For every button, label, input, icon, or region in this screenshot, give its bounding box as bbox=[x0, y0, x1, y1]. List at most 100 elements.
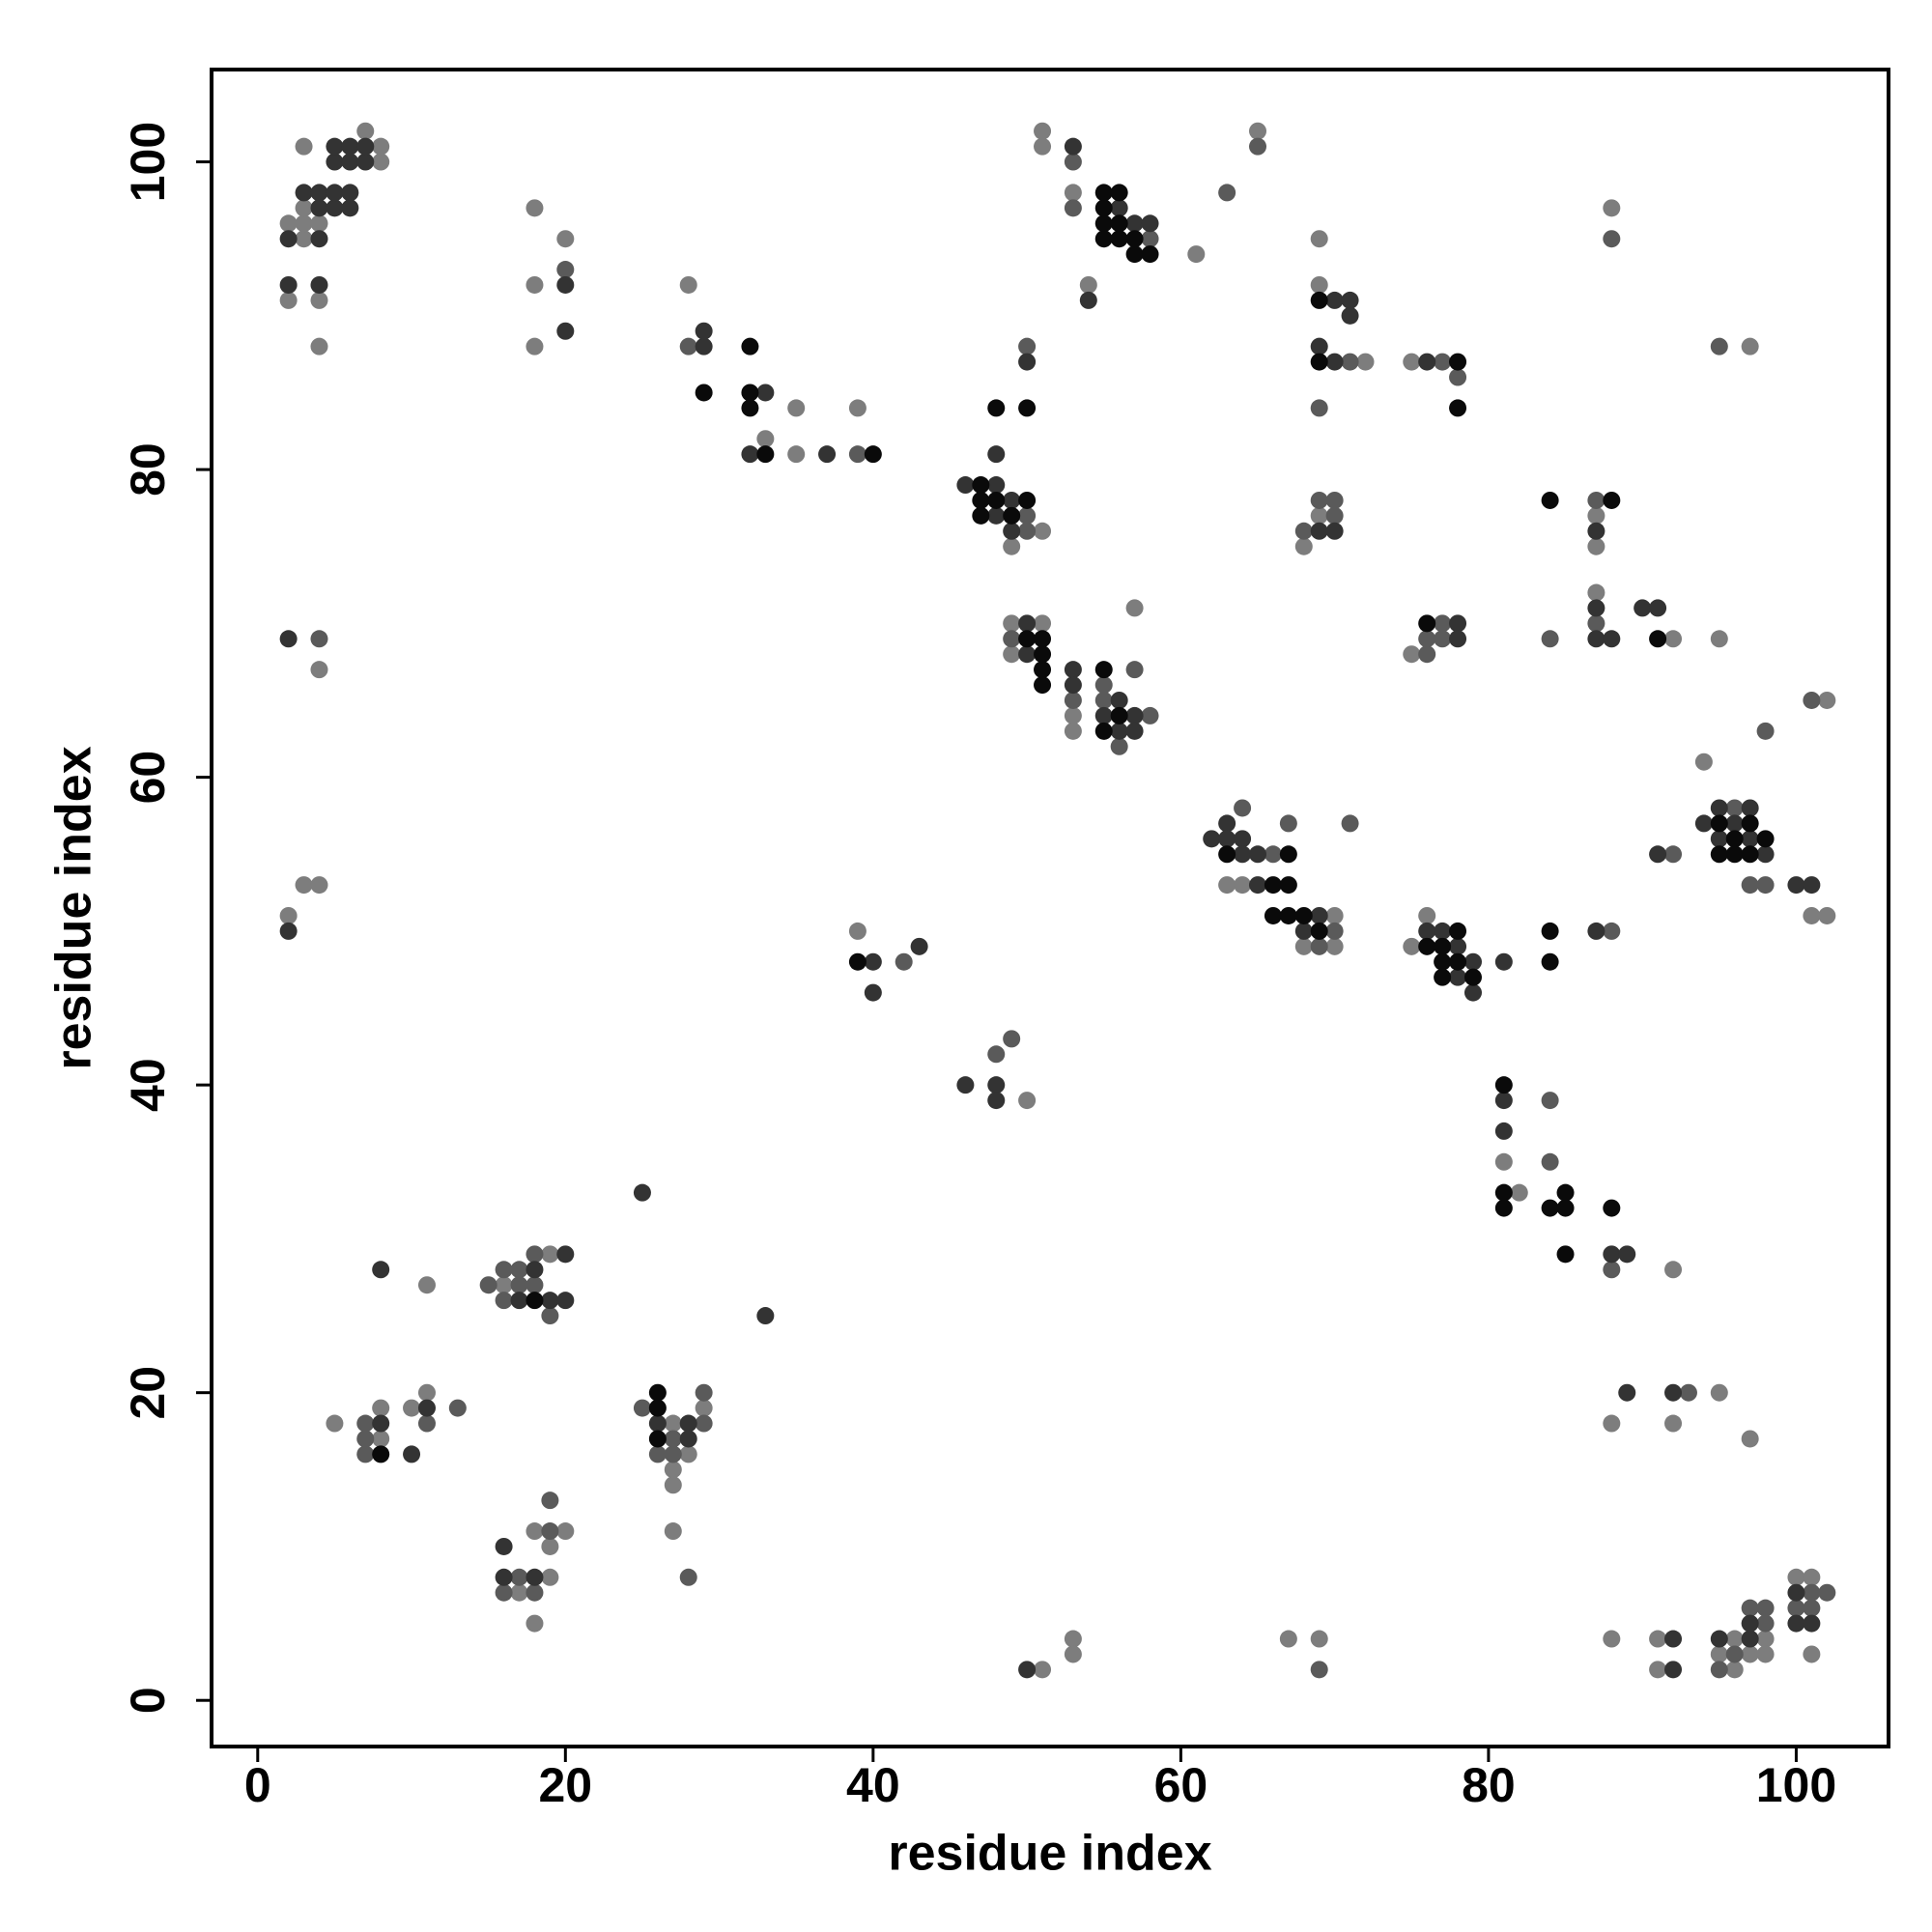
point bbox=[987, 1076, 1006, 1094]
point bbox=[695, 384, 713, 402]
point bbox=[1218, 845, 1236, 864]
point bbox=[495, 1583, 513, 1602]
point bbox=[541, 1492, 559, 1510]
point bbox=[987, 399, 1006, 417]
point bbox=[1218, 876, 1236, 895]
point bbox=[1110, 737, 1128, 755]
point bbox=[1064, 137, 1082, 156]
point bbox=[1541, 922, 1559, 940]
point bbox=[1649, 1661, 1667, 1679]
point bbox=[372, 1430, 390, 1448]
point bbox=[1325, 906, 1344, 924]
point bbox=[526, 337, 544, 355]
point bbox=[1034, 522, 1052, 540]
point bbox=[679, 275, 697, 294]
point bbox=[1449, 937, 1467, 955]
point bbox=[1494, 1092, 1513, 1110]
point bbox=[295, 876, 313, 895]
point bbox=[526, 275, 544, 294]
point bbox=[417, 1383, 436, 1402]
point bbox=[1449, 630, 1467, 648]
point bbox=[1018, 630, 1037, 648]
point bbox=[848, 922, 867, 940]
point bbox=[417, 1276, 436, 1294]
point bbox=[1110, 214, 1128, 233]
point bbox=[648, 1414, 667, 1433]
point bbox=[741, 445, 759, 464]
point bbox=[279, 906, 298, 924]
point bbox=[1310, 491, 1328, 509]
point bbox=[1603, 922, 1621, 940]
point bbox=[664, 1522, 682, 1541]
point bbox=[1325, 491, 1344, 509]
point bbox=[648, 1445, 667, 1463]
point bbox=[1141, 245, 1159, 264]
point bbox=[1094, 676, 1113, 695]
point bbox=[1125, 230, 1144, 248]
point bbox=[1264, 845, 1282, 864]
point bbox=[1034, 661, 1052, 679]
point bbox=[1449, 614, 1467, 633]
x-tick-label: 100 bbox=[1756, 1758, 1836, 1812]
point bbox=[1618, 1383, 1636, 1402]
point bbox=[1434, 937, 1452, 955]
point bbox=[1756, 1630, 1775, 1648]
point bbox=[1587, 922, 1605, 940]
point bbox=[1725, 830, 1744, 848]
point bbox=[1434, 952, 1452, 971]
point bbox=[341, 153, 359, 171]
point bbox=[1664, 845, 1683, 864]
point bbox=[1541, 491, 1559, 509]
point bbox=[1234, 799, 1252, 817]
point bbox=[295, 137, 313, 156]
point bbox=[1249, 122, 1267, 140]
point bbox=[326, 184, 344, 202]
point bbox=[541, 1522, 559, 1541]
point bbox=[756, 1307, 775, 1325]
point bbox=[1034, 676, 1052, 695]
point bbox=[1279, 906, 1297, 924]
point bbox=[1603, 1199, 1621, 1217]
point bbox=[1710, 845, 1728, 864]
point bbox=[1710, 337, 1728, 355]
point bbox=[1818, 691, 1836, 709]
point bbox=[1587, 599, 1605, 617]
point bbox=[1310, 1630, 1328, 1648]
point bbox=[1741, 876, 1759, 895]
point bbox=[279, 291, 298, 309]
point bbox=[1310, 1661, 1328, 1679]
point bbox=[417, 1414, 436, 1433]
point bbox=[1018, 522, 1037, 540]
point bbox=[787, 445, 806, 464]
point bbox=[341, 184, 359, 202]
point bbox=[1294, 906, 1313, 924]
point bbox=[1064, 706, 1082, 724]
point bbox=[1034, 645, 1052, 664]
point bbox=[1325, 506, 1344, 525]
point bbox=[664, 1461, 682, 1479]
point bbox=[787, 399, 806, 417]
point bbox=[1756, 845, 1775, 864]
point bbox=[1787, 876, 1805, 895]
point bbox=[1649, 599, 1667, 617]
point bbox=[541, 1307, 559, 1325]
point bbox=[1756, 722, 1775, 740]
point bbox=[372, 1261, 390, 1279]
point bbox=[1034, 614, 1052, 633]
point bbox=[1294, 937, 1313, 955]
point bbox=[1710, 830, 1728, 848]
point bbox=[1803, 1599, 1821, 1617]
point bbox=[1664, 630, 1683, 648]
point bbox=[356, 153, 375, 171]
point bbox=[972, 506, 990, 525]
point bbox=[1094, 661, 1113, 679]
point bbox=[1541, 1152, 1559, 1171]
point bbox=[1094, 706, 1113, 724]
point bbox=[679, 1430, 697, 1448]
point bbox=[1803, 1614, 1821, 1633]
point bbox=[526, 199, 544, 217]
point bbox=[1434, 614, 1452, 633]
point bbox=[1325, 353, 1344, 371]
point bbox=[1003, 645, 1021, 664]
